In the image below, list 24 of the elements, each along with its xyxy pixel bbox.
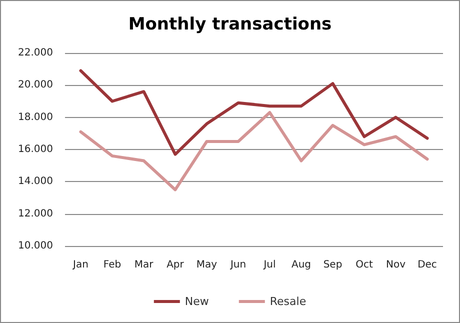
x-tick-label: Feb	[103, 260, 122, 270]
y-tick-label: 18.000	[18, 112, 53, 123]
x-tick-label: Mar	[134, 260, 154, 270]
x-tick-label: Jul	[262, 260, 276, 270]
x-tick-label: Oct	[356, 260, 373, 270]
line-series	[79, 111, 429, 192]
y-tick-label: 10.000	[18, 240, 53, 252]
chart-title: Monthly transactions	[128, 14, 332, 34]
x-tick-label: Jan	[72, 260, 88, 270]
x-tick-label: Aug	[291, 260, 312, 270]
y-tick-label: 12.000	[18, 208, 53, 220]
x-tick-label: May	[196, 260, 218, 270]
y-tick-label: 14.000	[18, 176, 53, 188]
y-tick-label: 16.000	[18, 144, 53, 155]
x-tick-label: Sep	[323, 260, 342, 270]
line-series	[79, 69, 429, 156]
x-tick-label: Dec	[418, 260, 437, 270]
legend-label: Resale	[270, 295, 306, 308]
x-tick-label: Apr	[166, 260, 185, 270]
legend-label: New	[184, 295, 209, 308]
y-tick-label: 22.000	[18, 48, 53, 58]
x-tick-label: Nov	[386, 260, 406, 270]
x-tick-label: Jun	[229, 260, 246, 270]
y-tick-label: 20.000	[18, 80, 53, 91]
